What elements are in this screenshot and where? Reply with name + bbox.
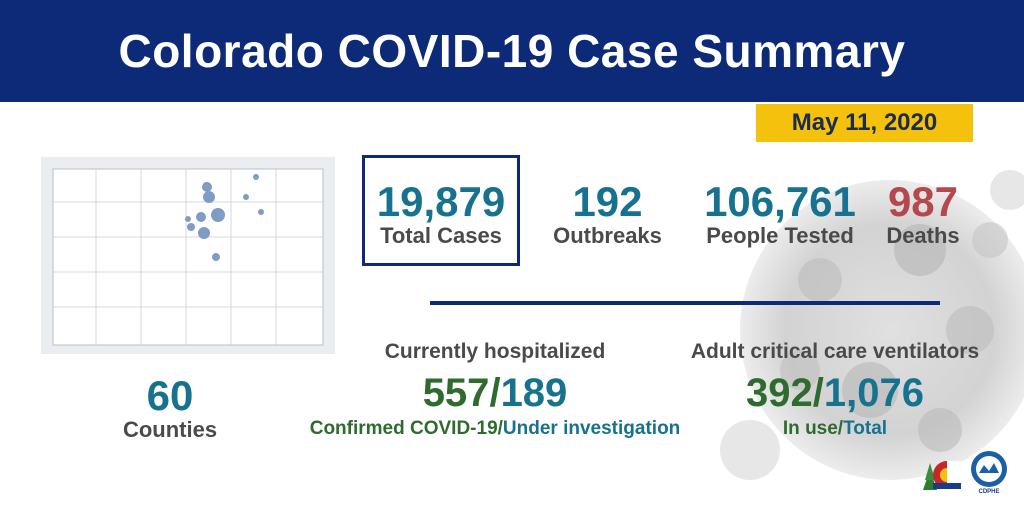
- hospitalized-investigation-value: 189: [500, 371, 568, 415]
- hospitalized-confirmed-label: Confirmed COVID-19/: [309, 418, 503, 439]
- cdphe-logo-icon: [971, 451, 1007, 487]
- hospitalized-separator: /: [489, 371, 501, 415]
- page-title: Colorado COVID-19 Case Summary: [118, 25, 906, 77]
- people-tested-label: People Tested: [706, 223, 854, 248]
- outbreaks-stat: 192 Outbreaks: [540, 180, 675, 248]
- outbreaks-label: Outbreaks: [553, 223, 662, 248]
- hospitalized-confirmed-value: 557: [422, 371, 490, 415]
- state-logos: CDPHE: [923, 451, 1007, 495]
- colorado-county-map: [41, 157, 335, 354]
- counties-stat: 60 Counties: [115, 374, 225, 442]
- ventilators-separator: /: [812, 371, 824, 415]
- total-cases-stat: 19,879 Total Cases: [362, 180, 520, 248]
- ventilators-in-use-value: 392: [746, 371, 813, 415]
- total-cases-label: Total Cases: [380, 223, 502, 248]
- ventilators-total-label: Total: [843, 418, 888, 439]
- counties-label: Counties: [122, 417, 218, 442]
- total-cases-box: [362, 155, 520, 266]
- ventilators-in-use-label: In use/: [782, 418, 844, 439]
- date-badge: May 11, 2020: [756, 104, 973, 142]
- ventilators-total-value: 1,076: [823, 371, 924, 415]
- ventilators-legend: In use/Total: [660, 418, 1010, 440]
- hospitalized-title: Currently hospitalized: [384, 340, 606, 363]
- total-cases-value: 19,879: [376, 178, 506, 225]
- header-banner: Colorado COVID-19 Case Summary: [0, 0, 1024, 102]
- section-divider: [430, 301, 940, 305]
- ventilators-ratio: 392/1,076: [660, 372, 1010, 414]
- hospitalized-investigation-label: Under investigation: [502, 418, 681, 439]
- deaths-label: Deaths: [886, 223, 960, 248]
- hospitalized-legend: Confirmed COVID-19/Under investigation: [285, 418, 705, 440]
- people-tested-value: 106,761: [704, 178, 856, 225]
- deaths-stat: 987 Deaths: [875, 180, 971, 248]
- people-tested-stat: 106,761 People Tested: [690, 180, 870, 248]
- cdphe-logo-text: CDPHE: [978, 489, 999, 495]
- virus-background-illustration: [720, 170, 1024, 480]
- colorado-logo-icon: [923, 461, 961, 490]
- ventilators-title: Adult critical care ventilators: [690, 340, 980, 363]
- deaths-value: 987: [887, 178, 959, 225]
- outbreaks-value: 192: [572, 178, 643, 225]
- hospitalized-ratio: 557/189: [340, 372, 650, 414]
- counties-value: 60: [146, 372, 194, 419]
